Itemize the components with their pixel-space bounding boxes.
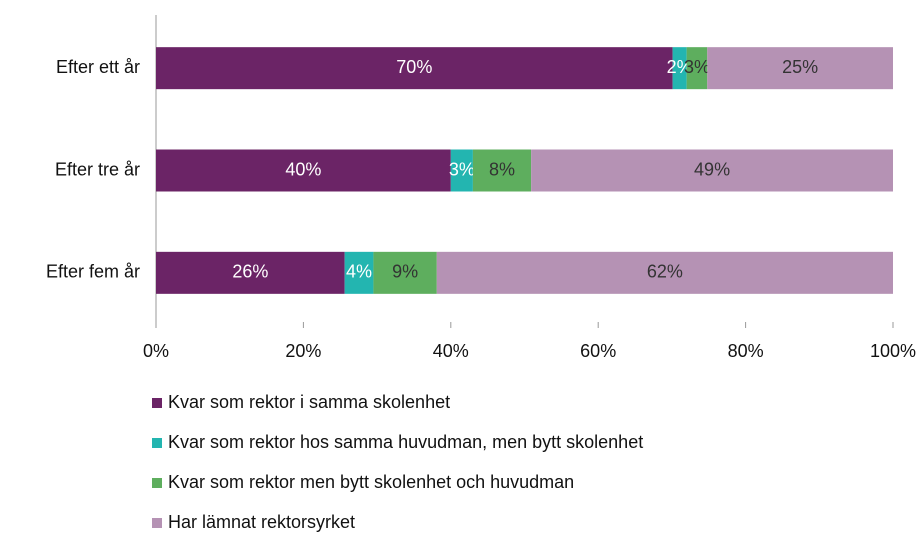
bar-segment	[686, 47, 708, 90]
bar-segment	[450, 149, 473, 192]
value-label: 25%	[782, 57, 818, 77]
legend-label: Kvar som rektor i samma skolenhet	[168, 392, 450, 412]
bar-segment	[156, 149, 451, 192]
bar-segment	[373, 251, 437, 294]
x-tick-label: 60%	[580, 341, 616, 361]
value-label: 62%	[647, 262, 683, 282]
bar-segment	[472, 149, 532, 192]
value-label: 3%	[684, 57, 710, 77]
y-tick-label: Efter fem år	[46, 262, 140, 282]
bar-segment	[531, 149, 893, 192]
legend-label: Kvar som rektor hos samma huvudman, men …	[168, 432, 643, 452]
bar-segment	[156, 47, 673, 90]
value-label: 40%	[285, 159, 321, 179]
legend-swatch	[152, 398, 162, 408]
x-tick-label: 0%	[143, 341, 169, 361]
value-label: 8%	[489, 159, 515, 179]
bar-segment	[156, 251, 345, 294]
value-label: 9%	[392, 262, 418, 282]
bar-segment	[344, 251, 374, 294]
value-label: 70%	[396, 57, 432, 77]
value-label: 49%	[694, 159, 730, 179]
x-tick-label: 80%	[728, 341, 764, 361]
bar-segment	[672, 47, 687, 90]
x-tick-label: 40%	[433, 341, 469, 361]
bar-segment	[436, 251, 893, 294]
x-tick-label: 100%	[870, 341, 916, 361]
legend-label: Kvar som rektor men bytt skolenhet och h…	[168, 472, 574, 492]
value-label: 26%	[232, 262, 268, 282]
y-tick-label: Efter ett år	[56, 57, 140, 77]
value-label: 3%	[449, 159, 475, 179]
x-tick-label: 20%	[285, 341, 321, 361]
legend-label: Har lämnat rektorsyrket	[168, 512, 355, 532]
bar-segment	[707, 47, 893, 90]
legend-swatch	[152, 518, 162, 528]
legend-swatch	[152, 438, 162, 448]
y-tick-label: Efter tre år	[55, 159, 140, 179]
value-label: 4%	[346, 262, 372, 282]
value-label: 2%	[667, 57, 693, 77]
legend-swatch	[152, 478, 162, 488]
